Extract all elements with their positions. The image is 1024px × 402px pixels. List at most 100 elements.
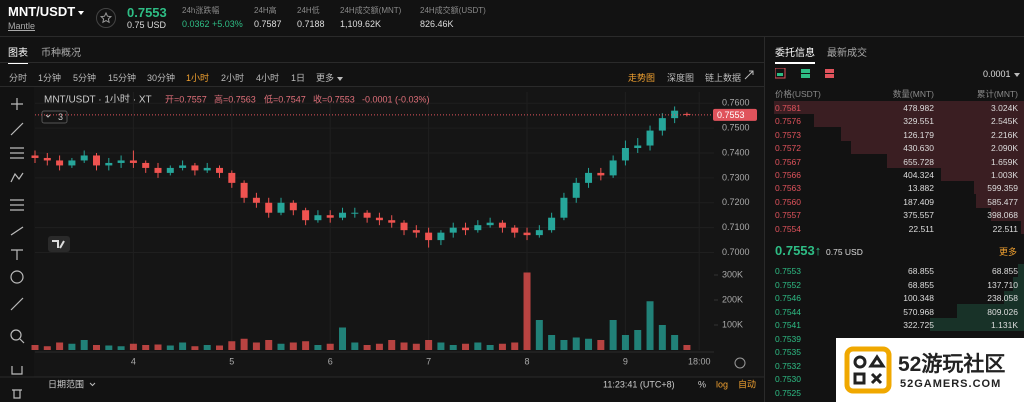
book-row: 0.7560 187.409 585.477	[768, 195, 1024, 208]
col-head: 数量(MNT)	[892, 89, 934, 99]
tab[interactable]: 币种概况	[41, 48, 81, 59]
candle-body	[597, 172, 605, 176]
volume-bar	[191, 346, 199, 350]
volume-bar	[449, 345, 457, 350]
volume-bar	[634, 330, 642, 350]
book-amount: 126.179	[903, 129, 934, 140]
book-total: 1.131K	[991, 320, 1018, 330]
volume-bar	[240, 338, 248, 350]
depth-bar	[841, 127, 1024, 141]
pair-text: MNT/USDT	[8, 4, 76, 19]
volume-bar	[314, 345, 322, 350]
y-tick-label: 0.7100	[722, 222, 750, 232]
book-row: 0.7553 68.855 68.855	[768, 264, 1024, 277]
candle-body	[498, 222, 506, 228]
chevron	[89, 382, 96, 387]
volume-bar	[154, 344, 162, 350]
settings[interactable]	[734, 357, 746, 369]
book-price: 0.7573	[775, 129, 801, 140]
candle-body	[326, 215, 334, 218]
book-total: 137.710	[987, 279, 1018, 290]
tv-logo	[48, 236, 70, 252]
chain[interactable]: Mantle	[8, 21, 36, 31]
y-tick-label: 0.7600	[722, 98, 750, 108]
book-row: 0.7525	[768, 386, 1024, 399]
interval[interactable]: 5分钟	[73, 73, 97, 83]
view[interactable]: 走势图	[628, 73, 656, 83]
candle-body	[80, 155, 88, 161]
depth-bar	[1018, 264, 1024, 277]
interval[interactable]: 15分钟	[108, 73, 137, 83]
candle-body	[535, 230, 543, 236]
ob-modes[interactable]	[774, 67, 845, 80]
book-row: 0.7539	[768, 332, 1024, 345]
log-toggle[interactable]: log	[716, 379, 728, 389]
clock: 11:23:41 (UTC+8)	[603, 379, 675, 389]
candle-body	[412, 230, 420, 233]
candle-body	[658, 118, 666, 131]
candle-body	[228, 172, 236, 183]
interval[interactable]: 4小时	[256, 73, 280, 83]
stat-value: 0.7587	[254, 19, 282, 29]
book-amount: 322.725	[903, 320, 934, 330]
x-tick-label: 6	[328, 356, 333, 366]
interval[interactable]: 1分钟	[38, 73, 62, 83]
book-amount: 68.855	[908, 266, 934, 276]
precision[interactable]: 0.0001	[983, 69, 1020, 79]
candle-body	[572, 182, 580, 198]
fullscreen[interactable]	[743, 69, 755, 81]
candle-body	[117, 160, 125, 163]
price: 0.7553	[127, 5, 167, 20]
auto-toggle[interactable]: 自动	[738, 378, 756, 389]
more[interactable]: 更多	[999, 247, 1018, 257]
candle-body	[646, 130, 654, 146]
ob-tab[interactable]: 最新成交	[827, 48, 867, 59]
stat-value: 0.0362 +5.03%	[182, 19, 243, 29]
candle-body	[437, 232, 445, 241]
view[interactable]: 链上数据	[705, 73, 742, 83]
book-row: 0.7566 404.324 1.003K	[768, 168, 1024, 181]
interval[interactable]: 1日	[291, 73, 306, 83]
view[interactable]: 深度图	[667, 73, 695, 83]
volume-bar	[585, 338, 593, 350]
candle-body	[289, 202, 297, 211]
interval[interactable]: 2小时	[221, 73, 245, 83]
volume-bar	[117, 346, 125, 350]
book-price: 0.7541	[775, 320, 801, 330]
col-head: 价格(USDT)	[775, 89, 821, 99]
interval[interactable]: 更多	[316, 71, 344, 84]
volume-bar	[265, 340, 273, 350]
volume-bar	[412, 343, 420, 350]
volume-bar	[68, 343, 76, 350]
book-total: 2.545K	[991, 116, 1018, 127]
volume-bar	[486, 345, 494, 350]
book-total: 68.855	[992, 266, 1018, 276]
interval[interactable]: 30分钟	[147, 73, 176, 83]
chart: MNT/USDT · 1小时 · XT 3 日期范围 11:23:41 (UTC…	[0, 93, 764, 399]
candle-body	[129, 160, 137, 163]
indicator-toggle[interactable]	[41, 110, 68, 124]
stat-value: 0.7188	[297, 19, 325, 29]
ob-tab[interactable]: 委托信息	[775, 44, 815, 64]
book-total: 3.024K	[991, 103, 1018, 113]
date-range[interactable]: 日期范围	[48, 378, 84, 389]
candle-body	[474, 225, 482, 231]
book-price: 0.7557	[775, 210, 801, 221]
book-price: 0.7563	[775, 183, 801, 194]
pair[interactable]: MNT/USDT	[8, 4, 85, 19]
book-row: 0.7530	[768, 372, 1024, 385]
volume-bar	[683, 345, 691, 350]
book-amount: 430.630	[903, 143, 934, 154]
interval[interactable]: 分时	[9, 73, 28, 83]
volume-bar	[621, 335, 629, 350]
y2-tick-label: 100K	[722, 319, 743, 329]
interval[interactable]: 1小时	[186, 73, 210, 83]
tab[interactable]: 图表	[8, 44, 28, 64]
percent-toggle[interactable]: %	[698, 379, 706, 389]
volume-bar	[560, 340, 568, 350]
candle-body	[400, 222, 408, 231]
favorite[interactable]	[96, 8, 116, 28]
x-tick-label: 8	[525, 356, 530, 366]
candle-body	[302, 210, 310, 221]
depth-bar	[974, 181, 1024, 194]
